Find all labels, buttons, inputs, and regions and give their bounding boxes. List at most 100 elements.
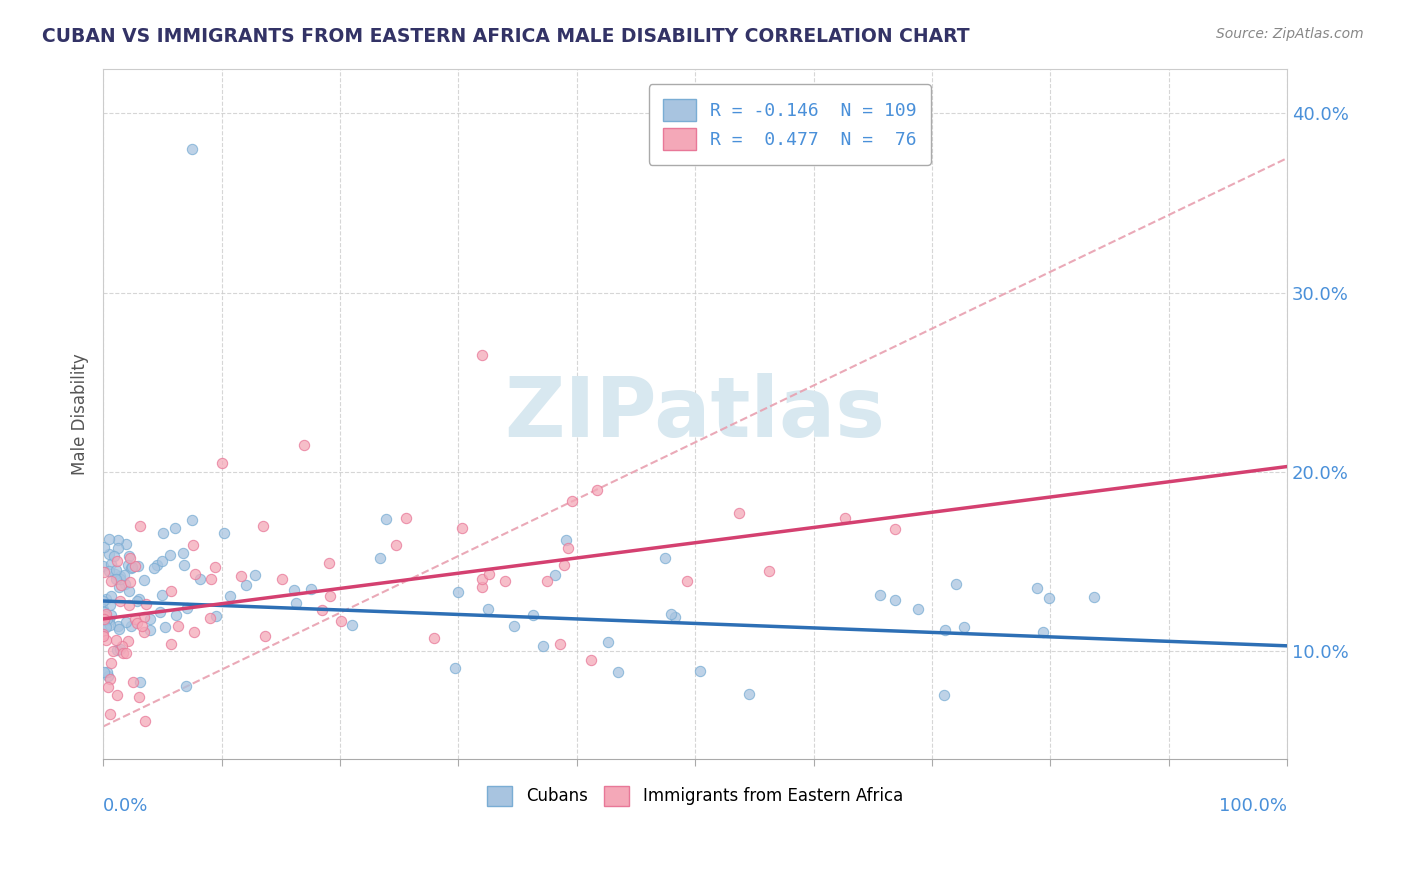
- Point: [172, 546, 194, 560]
- Point: [117, 558, 139, 572]
- Point: [150, 553, 173, 567]
- Point: [423, 631, 446, 645]
- Point: [107, 533, 129, 548]
- Text: CUBAN VS IMMIGRANTS FROM EASTERN AFRICA MALE DISABILITY CORRELATION CHART: CUBAN VS IMMIGRANTS FROM EASTERN AFRICA …: [42, 27, 970, 45]
- Point: [758, 564, 780, 578]
- Point: [139, 624, 162, 638]
- Point: [522, 607, 544, 622]
- Point: [188, 573, 211, 587]
- Point: [447, 585, 470, 599]
- Point: [494, 574, 516, 589]
- Point: [98, 564, 121, 578]
- Point: [96, 612, 118, 626]
- Point: [104, 567, 127, 582]
- Point: [1032, 624, 1054, 639]
- Point: [101, 644, 124, 658]
- Point: [503, 619, 526, 633]
- Point: [122, 674, 145, 689]
- Point: [105, 688, 128, 702]
- Point: [557, 541, 579, 555]
- Point: [91, 626, 114, 640]
- Point: [132, 624, 155, 639]
- Point: [93, 612, 115, 626]
- Point: [120, 619, 142, 633]
- Point: [142, 561, 165, 575]
- Point: [235, 578, 257, 592]
- Point: [253, 629, 276, 643]
- Point: [118, 551, 141, 566]
- Point: [108, 641, 131, 656]
- Point: [103, 549, 125, 563]
- Point: [159, 549, 181, 563]
- Point: [111, 639, 134, 653]
- Point: [93, 612, 115, 626]
- Point: [301, 582, 323, 596]
- Point: [107, 541, 129, 555]
- Point: [478, 567, 501, 582]
- Point: [153, 620, 176, 634]
- Point: [952, 620, 974, 634]
- Point: [385, 538, 408, 552]
- Point: [555, 533, 578, 548]
- Point: [173, 558, 195, 572]
- Point: [96, 633, 118, 648]
- Point: [160, 637, 183, 651]
- Point: [100, 574, 122, 588]
- Point: [129, 519, 152, 533]
- Point: [676, 574, 699, 589]
- Point: [128, 592, 150, 607]
- Point: [93, 605, 115, 619]
- Point: [654, 551, 676, 566]
- Point: [112, 568, 135, 582]
- Point: [834, 511, 856, 525]
- Point: [98, 706, 121, 721]
- Point: [93, 665, 115, 679]
- Point: [91, 559, 114, 574]
- Point: [100, 557, 122, 571]
- Text: 100.0%: 100.0%: [1219, 797, 1286, 814]
- Point: [131, 619, 153, 633]
- Point: [270, 572, 292, 586]
- Point: [934, 689, 956, 703]
- Point: [231, 568, 253, 582]
- Point: [607, 665, 630, 680]
- Point: [176, 600, 198, 615]
- Point: [121, 561, 143, 575]
- Point: [124, 612, 146, 626]
- Point: [659, 607, 682, 621]
- Point: [945, 576, 967, 591]
- Point: [115, 615, 138, 630]
- Point: [125, 594, 148, 608]
- Point: [93, 613, 115, 627]
- Point: [205, 609, 228, 624]
- Point: [110, 578, 132, 592]
- Point: [112, 646, 135, 660]
- Point: [212, 525, 235, 540]
- Point: [134, 714, 156, 729]
- Point: [581, 653, 603, 667]
- Point: [117, 633, 139, 648]
- Point: [114, 577, 136, 591]
- Point: [96, 665, 118, 679]
- Text: Source: ZipAtlas.com: Source: ZipAtlas.com: [1216, 27, 1364, 41]
- Point: [284, 596, 307, 610]
- Point: [100, 656, 122, 670]
- Point: [115, 646, 138, 660]
- Point: [664, 609, 686, 624]
- Point: [91, 602, 114, 616]
- Point: [135, 597, 157, 611]
- Point: [934, 623, 956, 637]
- Point: [1038, 591, 1060, 605]
- Point: [181, 142, 204, 156]
- Point: [134, 610, 156, 624]
- Point: [139, 612, 162, 626]
- Point: [883, 522, 905, 536]
- Point: [117, 598, 139, 612]
- Point: [553, 558, 575, 573]
- Point: [124, 558, 146, 573]
- Point: [884, 593, 907, 607]
- Point: [128, 690, 150, 705]
- Point: [97, 613, 120, 627]
- Point: [200, 611, 222, 625]
- Point: [340, 617, 363, 632]
